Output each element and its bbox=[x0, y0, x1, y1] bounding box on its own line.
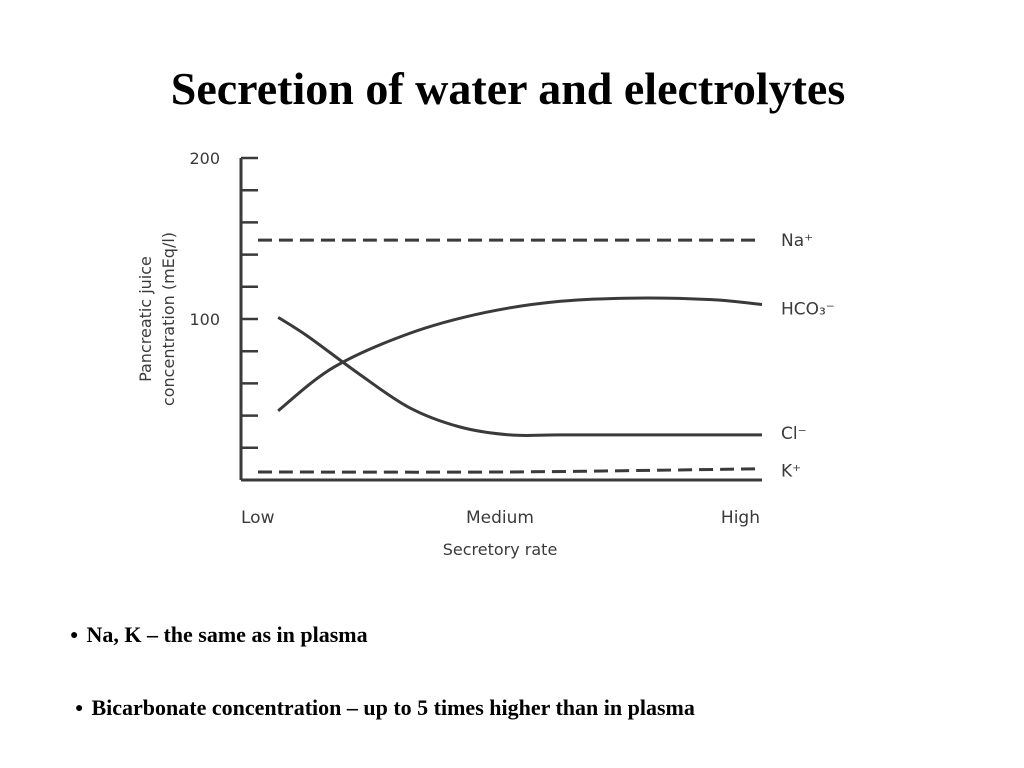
series-label: Cl⁻ bbox=[781, 424, 807, 444]
y-tick-label: 200 bbox=[189, 149, 220, 168]
bullet-text: Na, K – the same as in plasma bbox=[86, 622, 368, 647]
y-axis-title: Pancreatic juice concentration (mEq/l) bbox=[136, 232, 178, 406]
bullet-na-k: ● Na, K – the same as in plasma bbox=[70, 622, 368, 648]
y-ticks bbox=[241, 156, 258, 482]
x-tick-labels: Low Medium High bbox=[241, 508, 760, 528]
series-line bbox=[257, 467, 763, 474]
chart-axes bbox=[239, 158, 762, 482]
series-label: HCO₃⁻ bbox=[781, 300, 835, 320]
y-tick-labels: 100 200 bbox=[189, 149, 220, 329]
series-line bbox=[277, 316, 762, 438]
x-tick-label: Low bbox=[241, 508, 275, 528]
y-tick-label: 100 bbox=[189, 310, 220, 329]
x-axis-title: Secretory rate bbox=[443, 540, 558, 559]
bullet-dot-icon: ● bbox=[70, 628, 79, 643]
y-axis-title-line: concentration (mEq/l) bbox=[159, 232, 178, 406]
series-label: K⁺ bbox=[781, 462, 801, 482]
slide-title: Secretion of water and electrolytes bbox=[170, 63, 846, 114]
x-tick-label: Medium bbox=[466, 508, 534, 528]
bullet-text: Bicarbonate concentration – up to 5 time… bbox=[91, 695, 695, 720]
series-labels: Na⁺ HCO₃⁻ Cl⁻ K⁺ bbox=[781, 231, 835, 482]
series-line bbox=[277, 296, 763, 412]
series-label: Na⁺ bbox=[781, 231, 813, 251]
y-axis-title-line: Pancreatic juice bbox=[136, 256, 155, 382]
bullet-bicarbonate: ● Bicarbonate concentration – up to 5 tim… bbox=[75, 695, 695, 721]
bullet-dot-icon: ● bbox=[75, 701, 84, 716]
series-lines bbox=[257, 238, 763, 474]
x-tick-label: High bbox=[721, 508, 760, 528]
